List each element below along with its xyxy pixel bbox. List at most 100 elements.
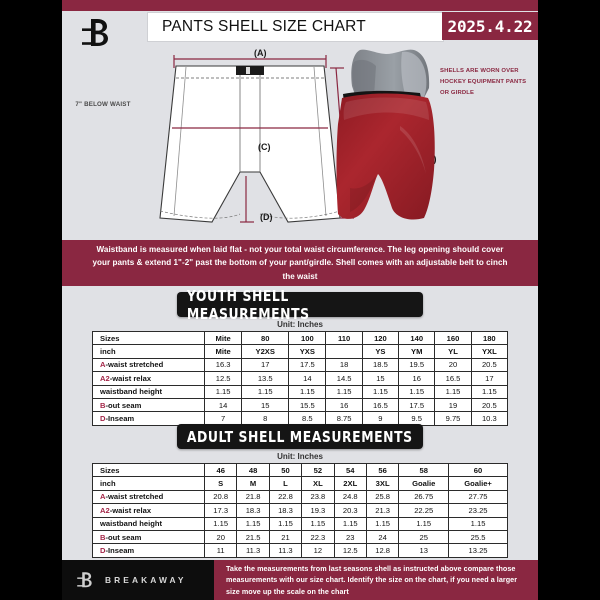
row-label: A2-waist relax <box>92 371 205 386</box>
table-cell: YL <box>434 344 472 359</box>
row-label-prefix: A2 <box>100 505 110 515</box>
table-cell: 16.5 <box>434 371 472 386</box>
row-label-prefix: D <box>100 546 106 556</box>
table-cell: YXS <box>288 344 327 359</box>
table-cell: Goalie+ <box>448 476 508 491</box>
table-cell: 1.15 <box>203 516 238 531</box>
table-cell: 14 <box>288 371 327 386</box>
table-cell: 26.75 <box>398 489 450 505</box>
table-cell: 25.5 <box>448 529 508 545</box>
table-cell: 1.15 <box>365 516 400 531</box>
row-label-prefix: A <box>100 360 106 370</box>
brand-logo-icon <box>76 14 116 52</box>
table-cell: 20.8 <box>203 489 238 505</box>
table-cell: 140 <box>398 330 436 346</box>
adult-unit-label: Unit: Inches <box>277 452 323 461</box>
table-cell: 1.15 <box>448 516 508 531</box>
table-cell: 16.3 <box>203 357 243 373</box>
table-cell: L <box>268 476 303 491</box>
table-cell: 2XL <box>333 476 367 491</box>
table-cell: XL <box>301 476 335 491</box>
table-cell: 1.15 <box>268 516 303 531</box>
footer-instructions: Take the measurements from last seasons … <box>214 560 538 600</box>
shell-note: SHELLS ARE WORN OVER HOCKEY EQUIPMENT PA… <box>440 68 527 96</box>
table-cell: 1.15 <box>361 384 400 399</box>
table-cell: 21.8 <box>236 489 270 505</box>
table-cell: 110 <box>325 330 363 346</box>
table-cell: 23.25 <box>448 503 508 518</box>
table-cell: 160 <box>434 330 472 346</box>
table-cell: 1.15 <box>434 384 472 399</box>
table-cell: 22.8 <box>268 489 303 505</box>
row-label-prefix: B <box>100 532 106 542</box>
table-cell: 16 <box>325 397 363 413</box>
table-cell: 14.5 <box>325 371 363 386</box>
youth-banner-text: YOUTH SHELL MEASUREMENTS <box>186 286 310 323</box>
youth-section-banner: YOUTH SHELL MEASUREMENTS <box>177 287 423 323</box>
table-cell: 12.5 <box>333 543 367 558</box>
table-cell: 11.3 <box>236 543 270 558</box>
table-row: B-out seam 20 21.5 21 22.3 23 24 25 25.5 <box>92 529 508 545</box>
table-cell: 19.5 <box>398 357 436 373</box>
table-cell: 100 <box>288 330 327 346</box>
table-cell: 16.5 <box>361 397 400 413</box>
table-cell: 1.15 <box>203 384 243 399</box>
page-title-text: PANTS SHELL SIZE CHART <box>162 18 366 35</box>
table-cell: 15.5 <box>288 397 327 413</box>
table-cell: YM <box>398 344 436 359</box>
table-row: D-Inseam 11 11.3 11.3 12 12.5 12.8 13 13.25 <box>92 543 508 558</box>
header: PANTS SHELL SIZE CHART 2025.4.22 <box>62 11 538 46</box>
table-cell: 17.5 <box>398 397 436 413</box>
measurement-diagram: 7" BELOW WAIST <box>62 44 538 234</box>
row-label-prefix: D <box>100 414 106 424</box>
footer-brand-block: BREAKAWAY <box>62 560 214 600</box>
row-label: B-out seam <box>92 529 205 545</box>
shorts-technical-drawing <box>159 55 354 223</box>
table-cell: 22.3 <box>301 529 335 545</box>
row-label: inch <box>92 476 205 491</box>
footer-instructions-text: Take the measurements from last seasons … <box>226 563 518 596</box>
top-accent-strip <box>62 0 538 11</box>
table-row: A2-waist relax 17.3 18.3 18.3 19.3 20.3 21.3 22… <box>92 503 508 518</box>
instruction-band: Waistband is measured when laid flat - n… <box>62 240 538 286</box>
table-cell: 1.15 <box>470 384 509 399</box>
youth-measurements-table: Sizes Mite 80 100 110 120 140 160 180 inch Mite Y2X… <box>92 330 509 426</box>
row-label: A-waist stretched <box>92 357 205 373</box>
table-cell: 58 <box>398 462 450 478</box>
table-cell: 22.25 <box>398 503 450 518</box>
table-cell: 15 <box>241 397 290 413</box>
table-cell: 23.8 <box>301 489 335 505</box>
row-label: A2-waist relax <box>92 503 205 518</box>
table-row: B-out seam 14 15 15.5 16 16.5 17.5 19 20.5 <box>92 397 509 413</box>
table-cell: 3XL <box>365 476 400 491</box>
table-cell: 25 <box>398 529 450 545</box>
table-cell: 54 <box>333 462 367 478</box>
instruction-band-text: Waistband is measured when laid flat - n… <box>92 245 508 281</box>
footer-brand-text: BREAKAWAY <box>105 575 187 585</box>
table-cell: 21 <box>268 529 303 545</box>
table-cell: 13.25 <box>448 543 508 558</box>
table-row: A-waist stretched 20.8 21.8 22.8 23.8 24.8 25.… <box>92 489 508 505</box>
table-row: A-waist stretched 16.3 17 17.5 18 18.5 19.5 20 2… <box>92 357 509 373</box>
table-cell: 20 <box>434 357 472 373</box>
table-row: waistband height 1.15 1.15 1.15 1.15 1.15 1.15… <box>92 384 509 399</box>
diagram-label-d: (D) <box>260 212 273 222</box>
row-label-prefix: A2 <box>100 373 110 383</box>
table-row: A2-waist relax 12.5 13.5 14 14.5 15 16 16.5 17 <box>92 371 509 386</box>
table-cell: 7 <box>203 411 243 426</box>
table-row: D-Inseam 7 8 8.5 8.75 9 9.5 9.75 10.3 <box>92 411 509 426</box>
table-cell: 20.5 <box>470 357 509 373</box>
table-cell: 13.5 <box>241 371 290 386</box>
footer-logo-icon <box>74 569 96 591</box>
table-cell: 18.3 <box>268 503 303 518</box>
row-label: D-Inseam <box>92 411 205 426</box>
table-cell: 16 <box>398 371 436 386</box>
table-cell: 9 <box>361 411 400 426</box>
table-cell: 11 <box>203 543 238 558</box>
table-cell: 12 <box>301 543 335 558</box>
row-label: A-waist stretched <box>92 489 205 505</box>
row-label-prefix: A <box>100 492 106 502</box>
table-row: waistband height 1.15 1.15 1.15 1.15 1.15 1.15… <box>92 516 508 531</box>
table-cell: 20 <box>203 529 238 545</box>
